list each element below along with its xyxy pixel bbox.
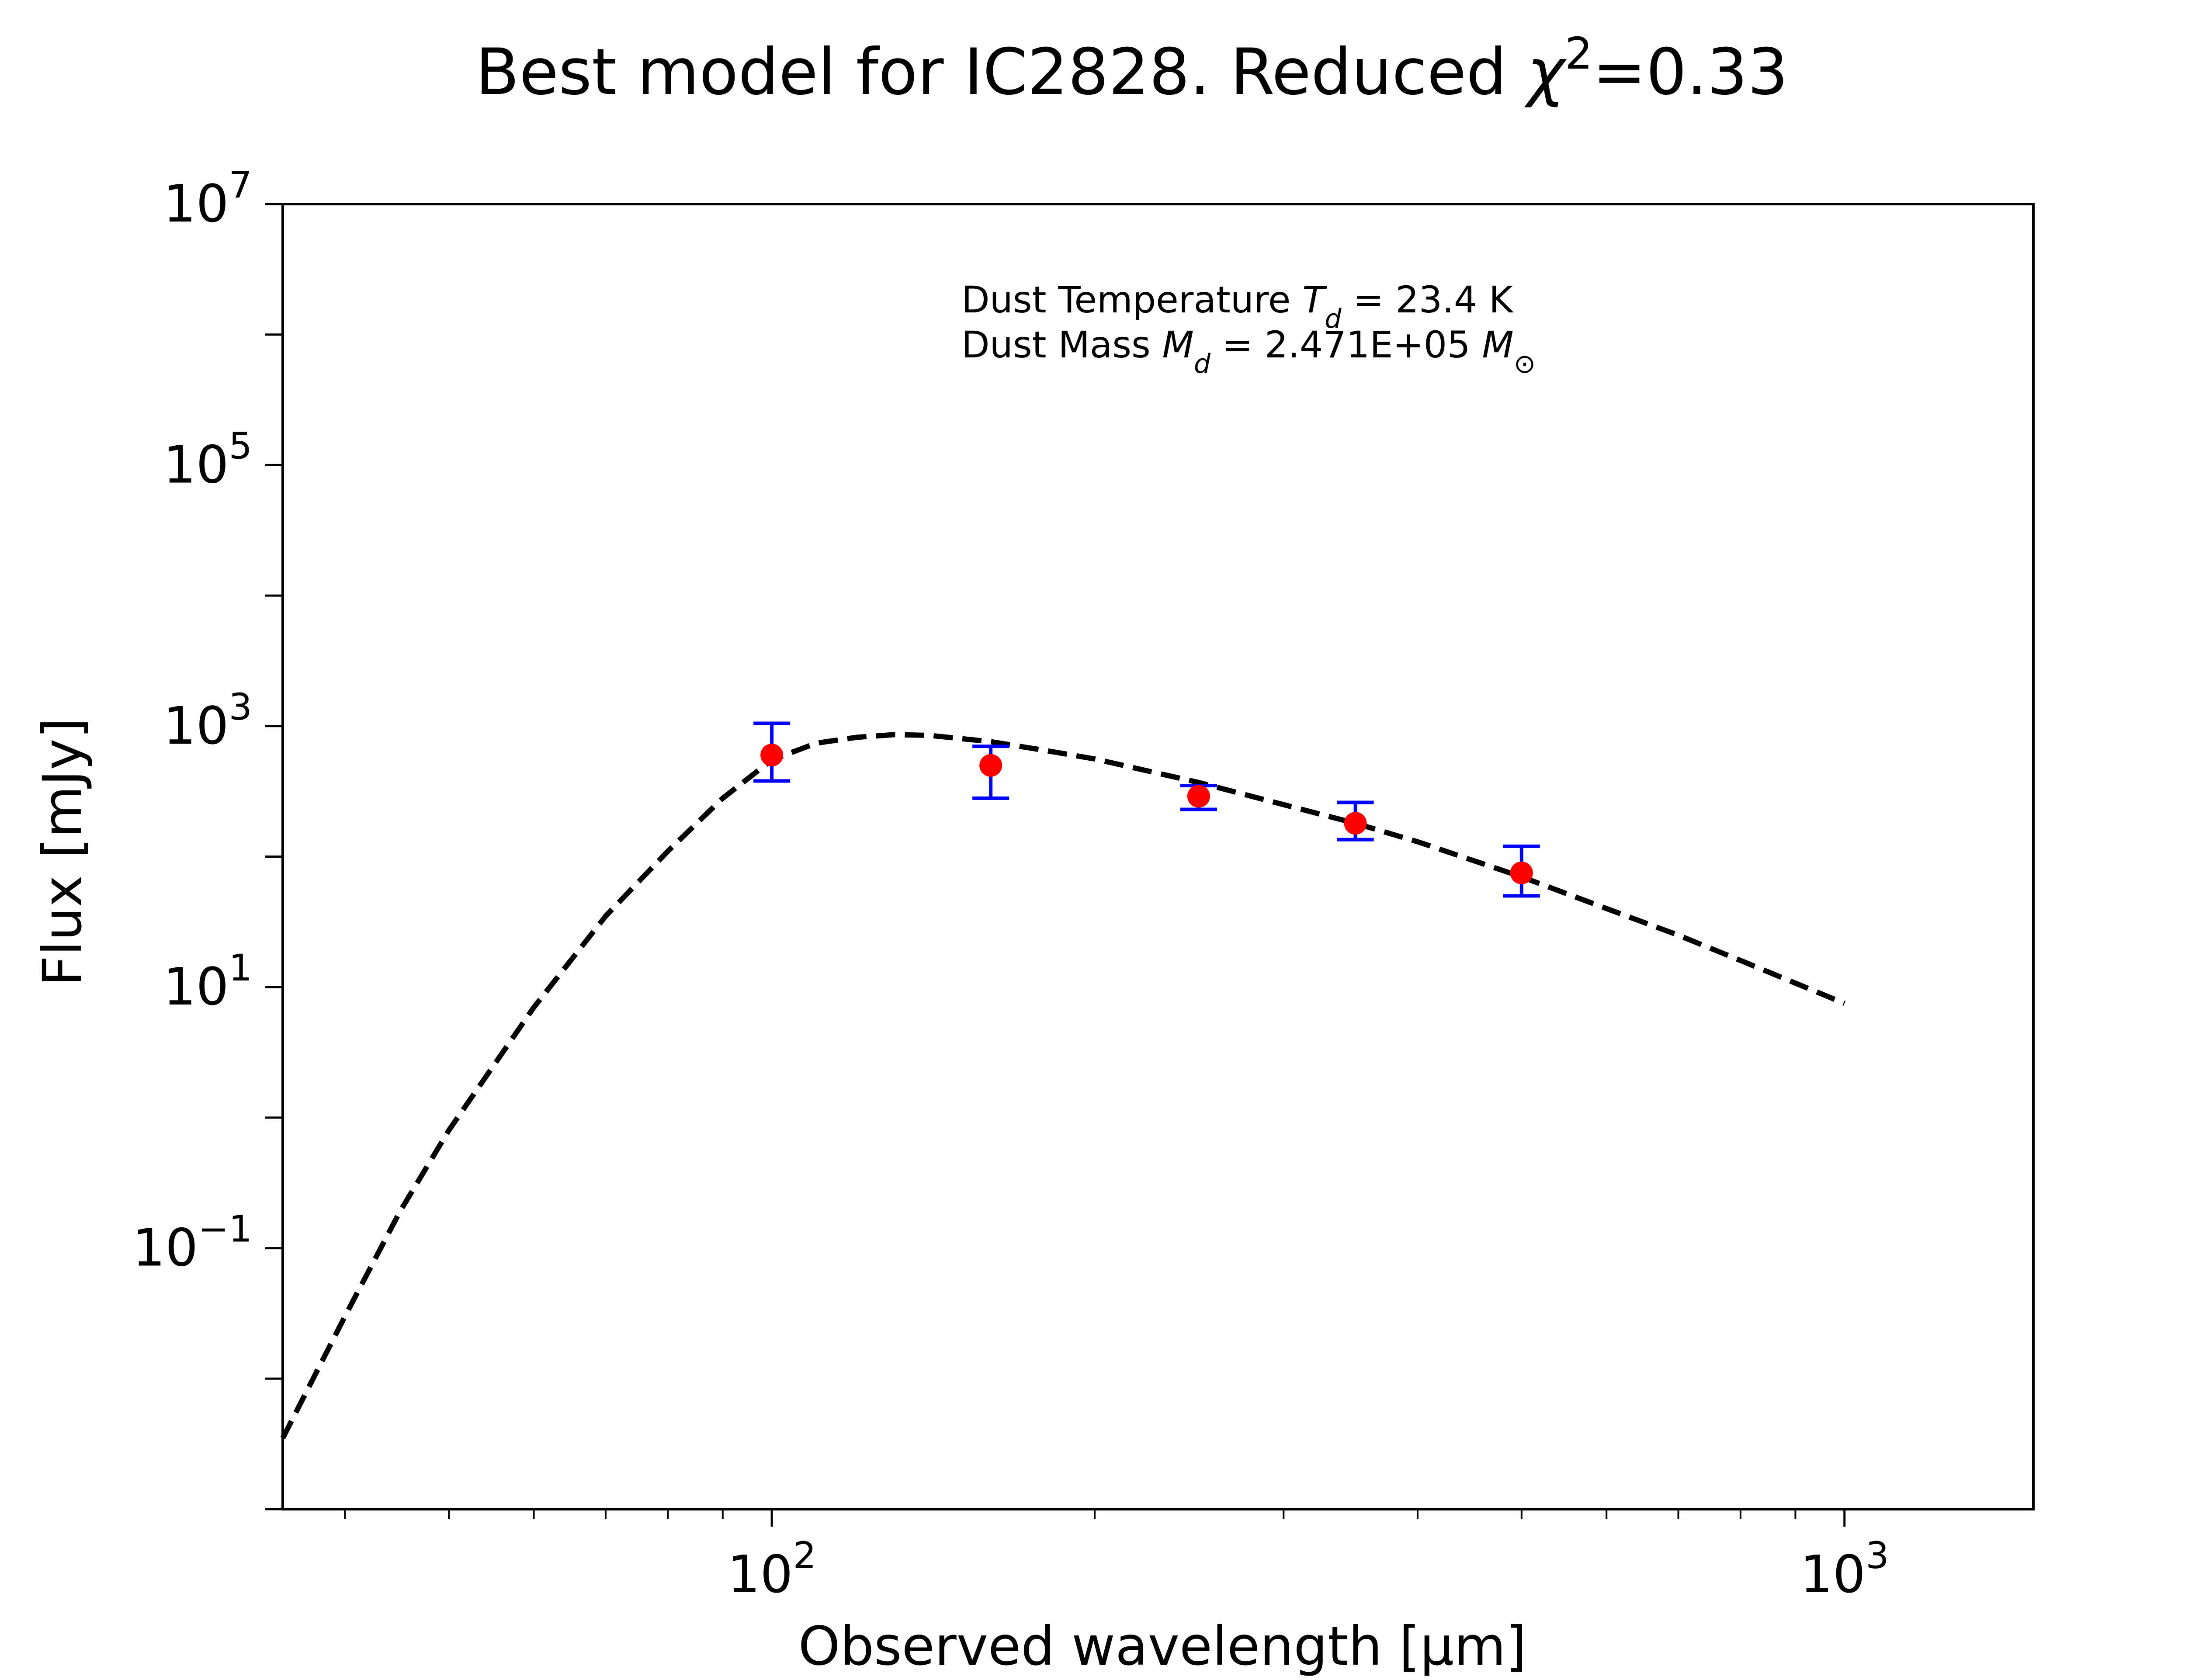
x-axis-label: Observed wavelength [μm]	[798, 1615, 1527, 1677]
y-tick-label: 107	[163, 163, 252, 234]
data-point	[979, 754, 1002, 777]
data-point	[1510, 861, 1533, 884]
y-tick-label: 101	[163, 946, 252, 1017]
data-point	[1344, 812, 1367, 835]
y-axis-label: Flux [mJy]	[31, 718, 94, 987]
ticks-layer: 102 103 10−1 101 103 105 107	[132, 163, 1889, 1604]
y-tick-label: 105	[163, 424, 252, 495]
data-point	[760, 744, 784, 767]
dust-mass-annotation: Dust Mass Md = 2.471E+05 M⊙	[961, 323, 1536, 379]
y-tick-label: 103	[163, 686, 252, 756]
chart-title: Best model for IC2828. Reduced χ2=0.33	[475, 28, 1788, 110]
x-tick-label: 103	[1800, 1534, 1889, 1604]
y-tick-label: 10−1	[132, 1208, 252, 1278]
series-layer	[280, 721, 1846, 1440]
dust-temperature-annotation: Dust Temperature Td = 23.4 K	[961, 278, 1514, 334]
x-tick-label: 102	[727, 1534, 816, 1604]
data-point	[1187, 785, 1210, 808]
